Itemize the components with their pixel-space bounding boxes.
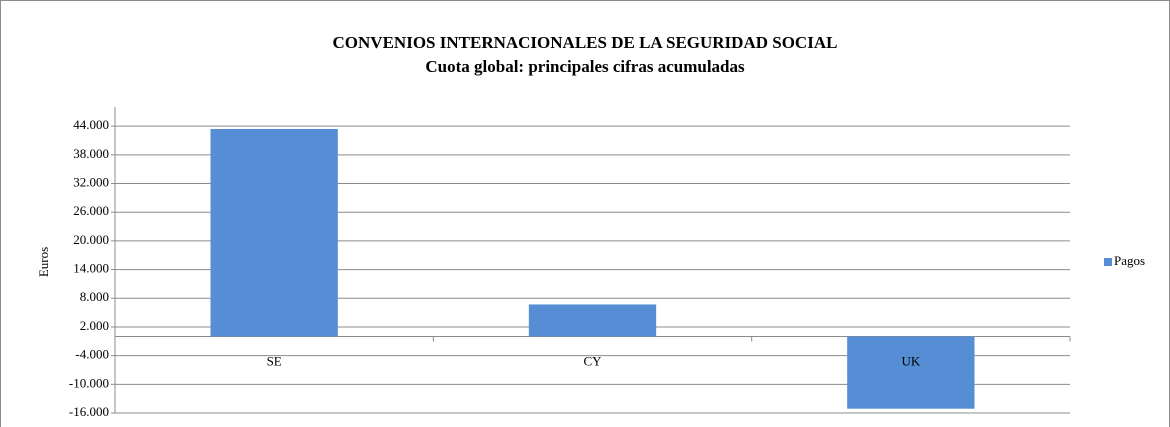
y-tick-label: -10.000 [69, 375, 109, 390]
bar [210, 128, 338, 337]
y-tick-label: 14.000 [73, 261, 109, 276]
chart-title: CONVENIOS INTERNACIONALES DE LA SEGURIDA… [333, 33, 838, 52]
legend-swatch [1104, 258, 1112, 266]
x-tick-label: CY [583, 353, 602, 368]
bar [847, 336, 975, 409]
x-tick-label: UK [901, 353, 920, 368]
y-tick-label: 2.000 [80, 318, 109, 333]
y-tick-label: 44.000 [73, 117, 109, 132]
y-tick-label: 26.000 [73, 203, 109, 218]
y-tick-label: 38.000 [73, 146, 109, 161]
bar [528, 304, 657, 337]
y-tick-label: 20.000 [73, 232, 109, 247]
y-tick-label: 8.000 [80, 289, 109, 304]
y-axis-label: Euros [36, 247, 51, 277]
legend-label: Pagos [1114, 253, 1145, 268]
x-tick-label: SE [267, 353, 282, 368]
y-tick-label: -16.000 [69, 404, 109, 419]
chart-subtitle: Cuota global: principales cifras acumula… [425, 57, 745, 76]
y-tick-label: -4.000 [75, 347, 109, 362]
y-tick-label: 32.000 [73, 174, 109, 189]
